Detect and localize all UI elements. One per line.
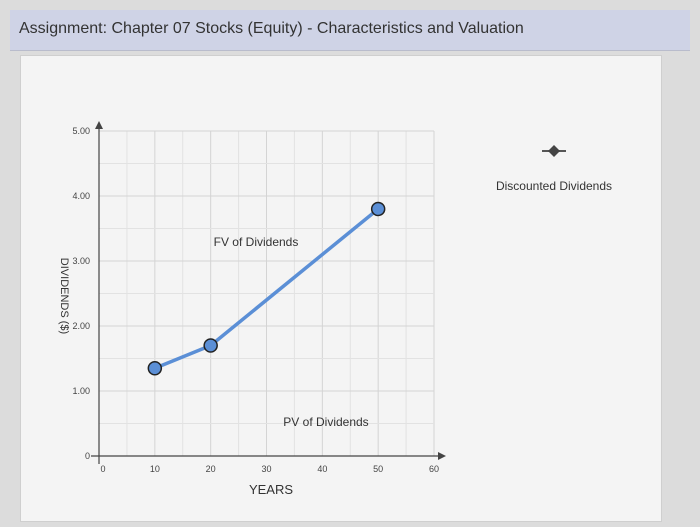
y-axis-label: DIVIDENDS ($) (58, 258, 70, 334)
graph-panel: 0 10 20 30 40 50 60 0 1.00 2.00 3.00 4.00 5.00 YEAR… (20, 55, 662, 522)
x-tick-label: 40 (317, 464, 327, 474)
x-tick-label: 60 (429, 464, 439, 474)
chart-axes (91, 121, 446, 464)
chart-grid (98, 130, 435, 457)
pv-annotation: PV of Dividends (283, 415, 368, 429)
x-axis-label: YEARS (249, 482, 293, 497)
x-tick-label: 20 (206, 464, 216, 474)
y-tick-label: 3.00 (72, 256, 90, 266)
y-tick-label: 2.00 (72, 321, 90, 331)
y-tick-labels: 0 1.00 2.00 3.00 4.00 5.00 (72, 126, 90, 461)
discounted-dividends-marker-icon[interactable] (542, 145, 566, 157)
legend: Discounted Dividends (496, 145, 612, 193)
series-layer[interactable] (147, 201, 386, 376)
fv-annotation: FV of Dividends (214, 235, 299, 249)
x-tick-label: 50 (373, 464, 383, 474)
assignment-header: Assignment: Chapter 07 Stocks (Equity) -… (10, 10, 690, 51)
data-point[interactable] (370, 201, 386, 217)
x-tick-label: 30 (261, 464, 271, 474)
x-axis-arrow-icon (438, 452, 446, 460)
x-tick-label: 10 (150, 464, 160, 474)
y-tick-label: 5.00 (72, 126, 90, 136)
y-tick-label: 0 (85, 451, 90, 461)
data-point[interactable] (203, 338, 218, 353)
dividends-chart[interactable]: 0 10 20 30 40 50 60 0 1.00 2.00 3.00 4.00 5.00 YEAR… (21, 56, 661, 521)
y-tick-label: 4.00 (72, 191, 90, 201)
x-tick-labels: 0 10 20 30 40 50 60 (100, 464, 439, 474)
assignment-title: Assignment: Chapter 07 Stocks (Equity) -… (19, 20, 524, 37)
x-tick-label: 0 (100, 464, 105, 474)
data-point[interactable] (147, 361, 163, 376)
y-tick-label: 1.00 (72, 386, 90, 396)
y-axis-arrow-icon (95, 121, 103, 129)
legend-label: Discounted Dividends (496, 179, 612, 193)
